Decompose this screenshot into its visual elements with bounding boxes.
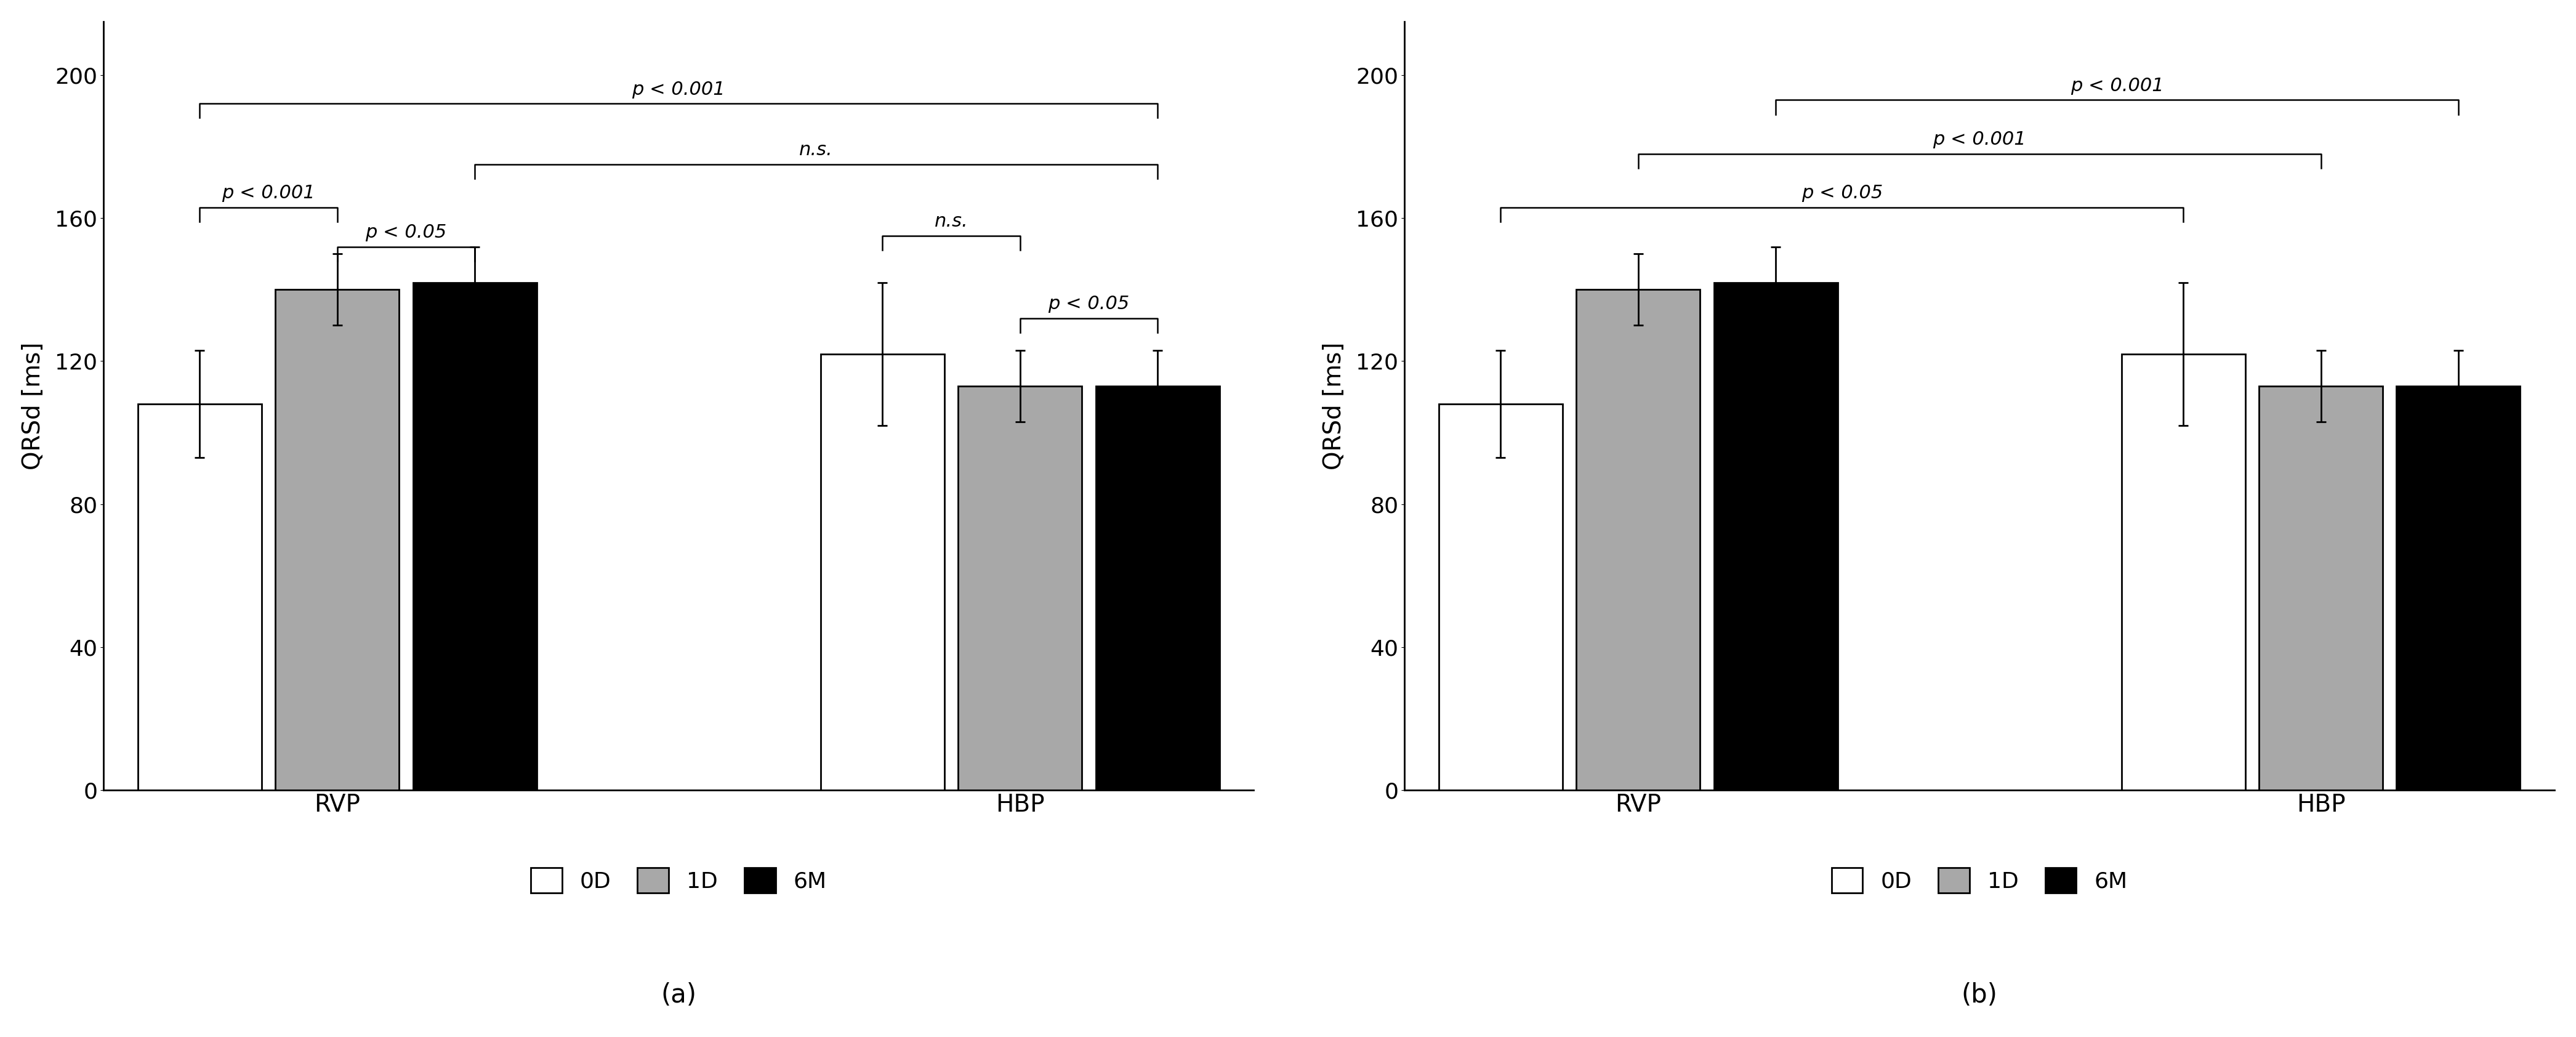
Text: p < 0.001: p < 0.001 (222, 185, 314, 202)
Text: p < 0.001: p < 0.001 (631, 81, 726, 99)
Text: p < 0.001: p < 0.001 (2071, 77, 2164, 94)
Bar (2396, 386, 2519, 790)
Y-axis label: QRSd [ms]: QRSd [ms] (1321, 342, 1345, 470)
Bar (958, 386, 1082, 790)
Bar (139, 404, 263, 790)
Text: (a): (a) (662, 982, 696, 1008)
Text: p < 0.05: p < 0.05 (366, 223, 446, 242)
Bar (2123, 354, 2246, 790)
Bar (276, 289, 399, 790)
Text: n.s.: n.s. (935, 213, 969, 230)
Bar (822, 354, 945, 790)
Legend: 0D, 1D, 6M: 0D, 1D, 6M (1824, 859, 2136, 902)
Bar (2259, 386, 2383, 790)
Y-axis label: QRSd [ms]: QRSd [ms] (21, 342, 44, 470)
Text: p < 0.05: p < 0.05 (1801, 185, 1883, 202)
Bar (1095, 386, 1218, 790)
Bar (1440, 404, 1564, 790)
Bar (1713, 282, 1837, 790)
Legend: 0D, 1D, 6M: 0D, 1D, 6M (523, 859, 835, 902)
Bar (412, 282, 536, 790)
Text: (b): (b) (1960, 982, 1996, 1008)
Bar (1577, 289, 1700, 790)
Text: n.s.: n.s. (799, 141, 832, 159)
Text: p < 0.001: p < 0.001 (1932, 131, 2027, 148)
Text: p < 0.05: p < 0.05 (1048, 295, 1128, 313)
